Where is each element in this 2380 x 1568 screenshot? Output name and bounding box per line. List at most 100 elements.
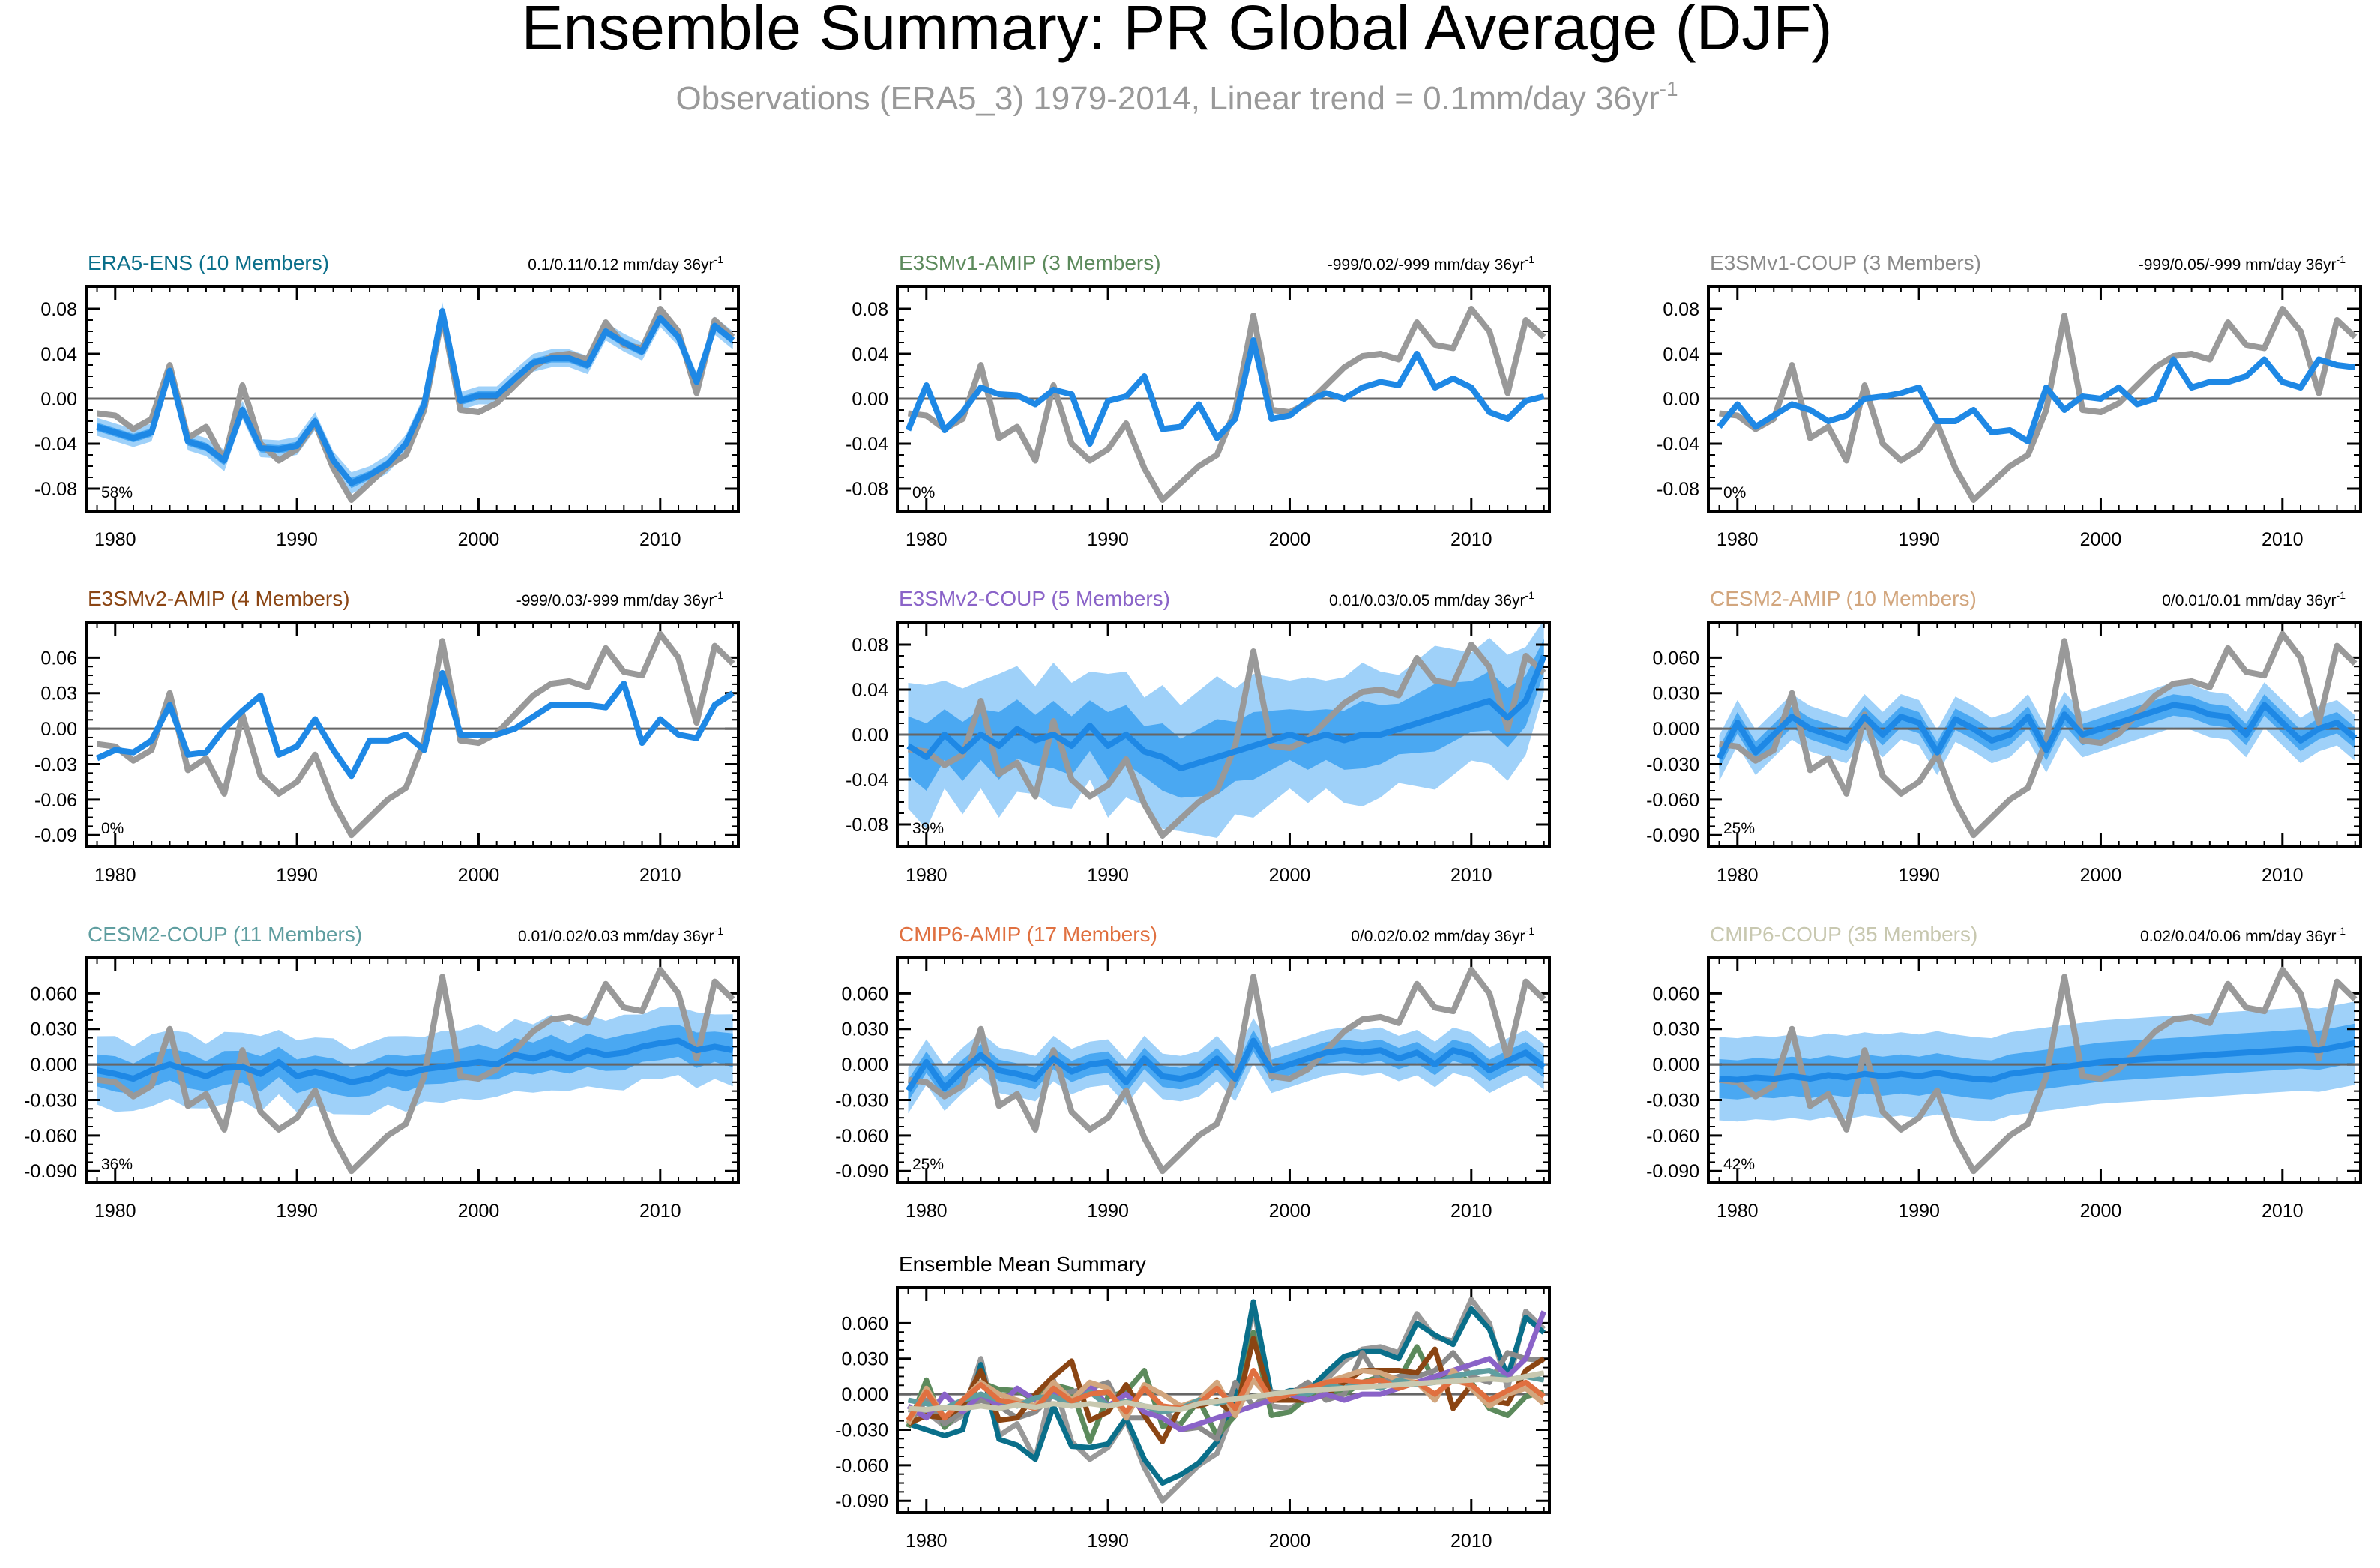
panel-2-y-tick-label: 0.00 bbox=[852, 389, 888, 410]
summary-line-5 bbox=[906, 1310, 1546, 1432]
panel-7-x-tick-label: 2010 bbox=[639, 1201, 681, 1222]
panel-4-observations-line bbox=[96, 630, 735, 839]
panel-3-y-tick-label: 0.08 bbox=[1663, 299, 1699, 320]
panel-1-y-tick-label: -0.08 bbox=[34, 479, 77, 500]
panel-2-frame bbox=[896, 285, 1551, 513]
panel-4-x-tick-label: 1980 bbox=[94, 865, 136, 886]
panel-8-trend-value: 0/0.02/0.02 mm/day 36yr bbox=[1351, 928, 1525, 945]
panel-1-y-tick-label: 0.04 bbox=[40, 344, 77, 365]
panel-1-y-tick-label: -0.04 bbox=[34, 434, 77, 455]
panel-9-trend-label: 0.02/0.04/0.06 mm/day 36yr-1 bbox=[2140, 925, 2346, 945]
summary-panel: 1980 1990 2000 2010 0.060 0.030 0.000 -0.030 -0.… bbox=[835, 1252, 1551, 1552]
panel-2-x-tick-label: 2000 bbox=[1269, 529, 1311, 550]
panel-5-trend-sup: -1 bbox=[1525, 589, 1535, 601]
panel-4-frame bbox=[85, 621, 740, 848]
panel-3-trend-sup: -1 bbox=[2337, 253, 2346, 265]
panel-5-y-tick-label: 0.04 bbox=[852, 680, 888, 701]
panel-1-trend-value: 0.1/0.11/0.12 mm/day 36yr bbox=[528, 256, 714, 274]
panel-8-trend-sup: -1 bbox=[1525, 925, 1535, 937]
panel-8-frame bbox=[896, 956, 1551, 1184]
panel-4-y-tick-label: -0.06 bbox=[34, 790, 77, 811]
panel-4-y-tick-label: 0.03 bbox=[40, 684, 77, 705]
panel-7-y-tick-label: -0.060 bbox=[24, 1126, 77, 1147]
panel-8-x-tick-label: 1980 bbox=[906, 1201, 948, 1222]
panel-5-x-tick-label: 2000 bbox=[1269, 865, 1311, 886]
panel-8: 1980 1990 2000 2010 0.060 0.030 0.000 -0.030 -0.… bbox=[835, 923, 1551, 1222]
panel-1-x-tick-label: 1980 bbox=[94, 529, 136, 550]
panel-6-trend-sup: -1 bbox=[2337, 589, 2346, 601]
panel-4-y-tick-label: -0.03 bbox=[34, 754, 77, 775]
panel-8-y-tick-label: 0.030 bbox=[841, 1019, 888, 1040]
panel-7-y-tick-label: -0.030 bbox=[24, 1090, 77, 1111]
panel-2-title: E3SMv1-AMIP (3 Members) bbox=[899, 251, 1161, 274]
panel-5-ensemble-mean-line bbox=[906, 654, 1547, 771]
panel-2-trend-sup: -1 bbox=[1525, 253, 1535, 265]
panel-8-y-tick-label: 0.060 bbox=[841, 983, 888, 1004]
panel-7-title: CESM2-COUP (11 Members) bbox=[88, 923, 362, 946]
panel-6-ensemble-mean-line bbox=[1716, 702, 2358, 760]
summary-title: Ensemble Mean Summary bbox=[899, 1252, 1146, 1276]
panel-2-trend-value: -999/0.02/-999 mm/day 36yr bbox=[1328, 256, 1525, 274]
panel-2-ensemble-mean-line bbox=[905, 337, 1545, 447]
panel-1-x-tick-label: 1990 bbox=[276, 529, 318, 550]
panel-7: 1980 1990 2000 2010 0.060 0.030 0.000 -0.030 -0.… bbox=[24, 923, 740, 1222]
panel-7-band-inner bbox=[97, 1025, 733, 1097]
figure-title: Ensemble Summary: PR Global Average (DJF… bbox=[521, 0, 1832, 63]
summary-y-tick-label: -0.030 bbox=[835, 1420, 888, 1441]
panel-8-x-tick-label: 1990 bbox=[1087, 1201, 1129, 1222]
panel-8-y-tick-label: -0.030 bbox=[835, 1090, 888, 1111]
panel-5-trend-value: 0.01/0.03/0.05 mm/day 36yr bbox=[1329, 592, 1525, 609]
panel-5: 1980 1990 2000 2010 0.08 0.04 0.00 -0.04 -0.08 E3… bbox=[846, 587, 1551, 886]
panel-6-x-tick-label: 2000 bbox=[2080, 865, 2122, 886]
panel-6-observations-line bbox=[1718, 630, 2358, 839]
panel-9-percent-label: 42% bbox=[1723, 1156, 1755, 1173]
panel-5-trend-label: 0.01/0.03/0.05 mm/day 36yr-1 bbox=[1329, 589, 1534, 609]
panel-6-x-tick-label: 1990 bbox=[1898, 865, 1940, 886]
panel-6-y-tick-label: 0.030 bbox=[1652, 684, 1699, 705]
panel-9-frame bbox=[1707, 956, 2362, 1184]
panel-7-x-tick-label: 1990 bbox=[276, 1201, 318, 1222]
panel-4-ensemble-mean-line bbox=[95, 669, 735, 780]
panel-4-y-tick-label: -0.09 bbox=[34, 825, 77, 846]
panel-8-x-tick-label: 2000 bbox=[1269, 1201, 1311, 1222]
panel-3: 1980 1990 2000 2010 0.08 0.04 0.00 -0.04 -0.08 E3… bbox=[1657, 251, 2362, 550]
subtitle-sup: -1 bbox=[1660, 77, 1678, 100]
panel-2-x-tick-label: 1990 bbox=[1087, 529, 1129, 550]
panel-8-y-tick-label: -0.090 bbox=[835, 1161, 888, 1182]
panel-3-x-tick-label: 2010 bbox=[2262, 529, 2304, 550]
panel-6-y-tick-label: -0.030 bbox=[1646, 754, 1699, 775]
summary-y-tick-label: 0.030 bbox=[841, 1349, 888, 1370]
panel-4-x-tick-label: 2010 bbox=[639, 865, 681, 886]
panel-5-y-tick-label: -0.08 bbox=[846, 815, 888, 836]
summary-frame bbox=[896, 1286, 1551, 1514]
panel-9-band-inner bbox=[1719, 1023, 2355, 1100]
panel-3-trend-value: -999/0.05/-999 mm/day 36yr bbox=[2139, 256, 2337, 274]
panel-9-x-tick-label: 1990 bbox=[1898, 1201, 1940, 1222]
panel-2-trend-label: -999/0.02/-999 mm/day 36yr-1 bbox=[1328, 253, 1534, 274]
summary-line-9 bbox=[908, 1370, 1545, 1413]
panel-4-percent-label: 0% bbox=[101, 820, 124, 837]
panel-5-observations-line bbox=[908, 642, 1546, 839]
summary-x-tick-label: 2010 bbox=[1450, 1531, 1492, 1552]
panel-6-y-tick-label: 0.000 bbox=[1652, 719, 1699, 740]
panel-1-x-tick-label: 2010 bbox=[639, 529, 681, 550]
summary-y-tick-label: -0.060 bbox=[835, 1456, 888, 1477]
panel-5-y-tick-label: 0.00 bbox=[852, 725, 888, 746]
panel-1-ensemble-mean-line bbox=[96, 308, 735, 486]
panel-3-observations-line bbox=[1719, 306, 2358, 503]
panel-9-y-tick-label: 0.060 bbox=[1652, 983, 1699, 1004]
panel-9-x-tick-label: 2000 bbox=[2080, 1201, 2122, 1222]
panel-6-trend-value: 0/0.01/0.01 mm/day 36yr bbox=[2162, 592, 2336, 609]
panel-7-percent-label: 36% bbox=[101, 1156, 133, 1173]
figure-subtitle: Observations (ERA5_3) 1979-2014, Linear … bbox=[675, 77, 1678, 117]
panel-1-percent-label: 58% bbox=[101, 484, 133, 501]
panel-6-trend-label: 0/0.01/0.01 mm/day 36yr-1 bbox=[2162, 589, 2346, 609]
summary-y-tick-label: 0.060 bbox=[841, 1313, 888, 1334]
panel-4-x-tick-label: 1990 bbox=[276, 865, 318, 886]
panel-8-x-tick-label: 2010 bbox=[1450, 1201, 1492, 1222]
panel-9-x-tick-label: 2010 bbox=[2262, 1201, 2304, 1222]
panel-7-trend-value: 0.01/0.02/0.03 mm/day 36yr bbox=[518, 928, 714, 945]
panel-8-trend-label: 0/0.02/0.02 mm/day 36yr-1 bbox=[1351, 925, 1534, 945]
panel-9-observations-line bbox=[1718, 966, 2358, 1175]
